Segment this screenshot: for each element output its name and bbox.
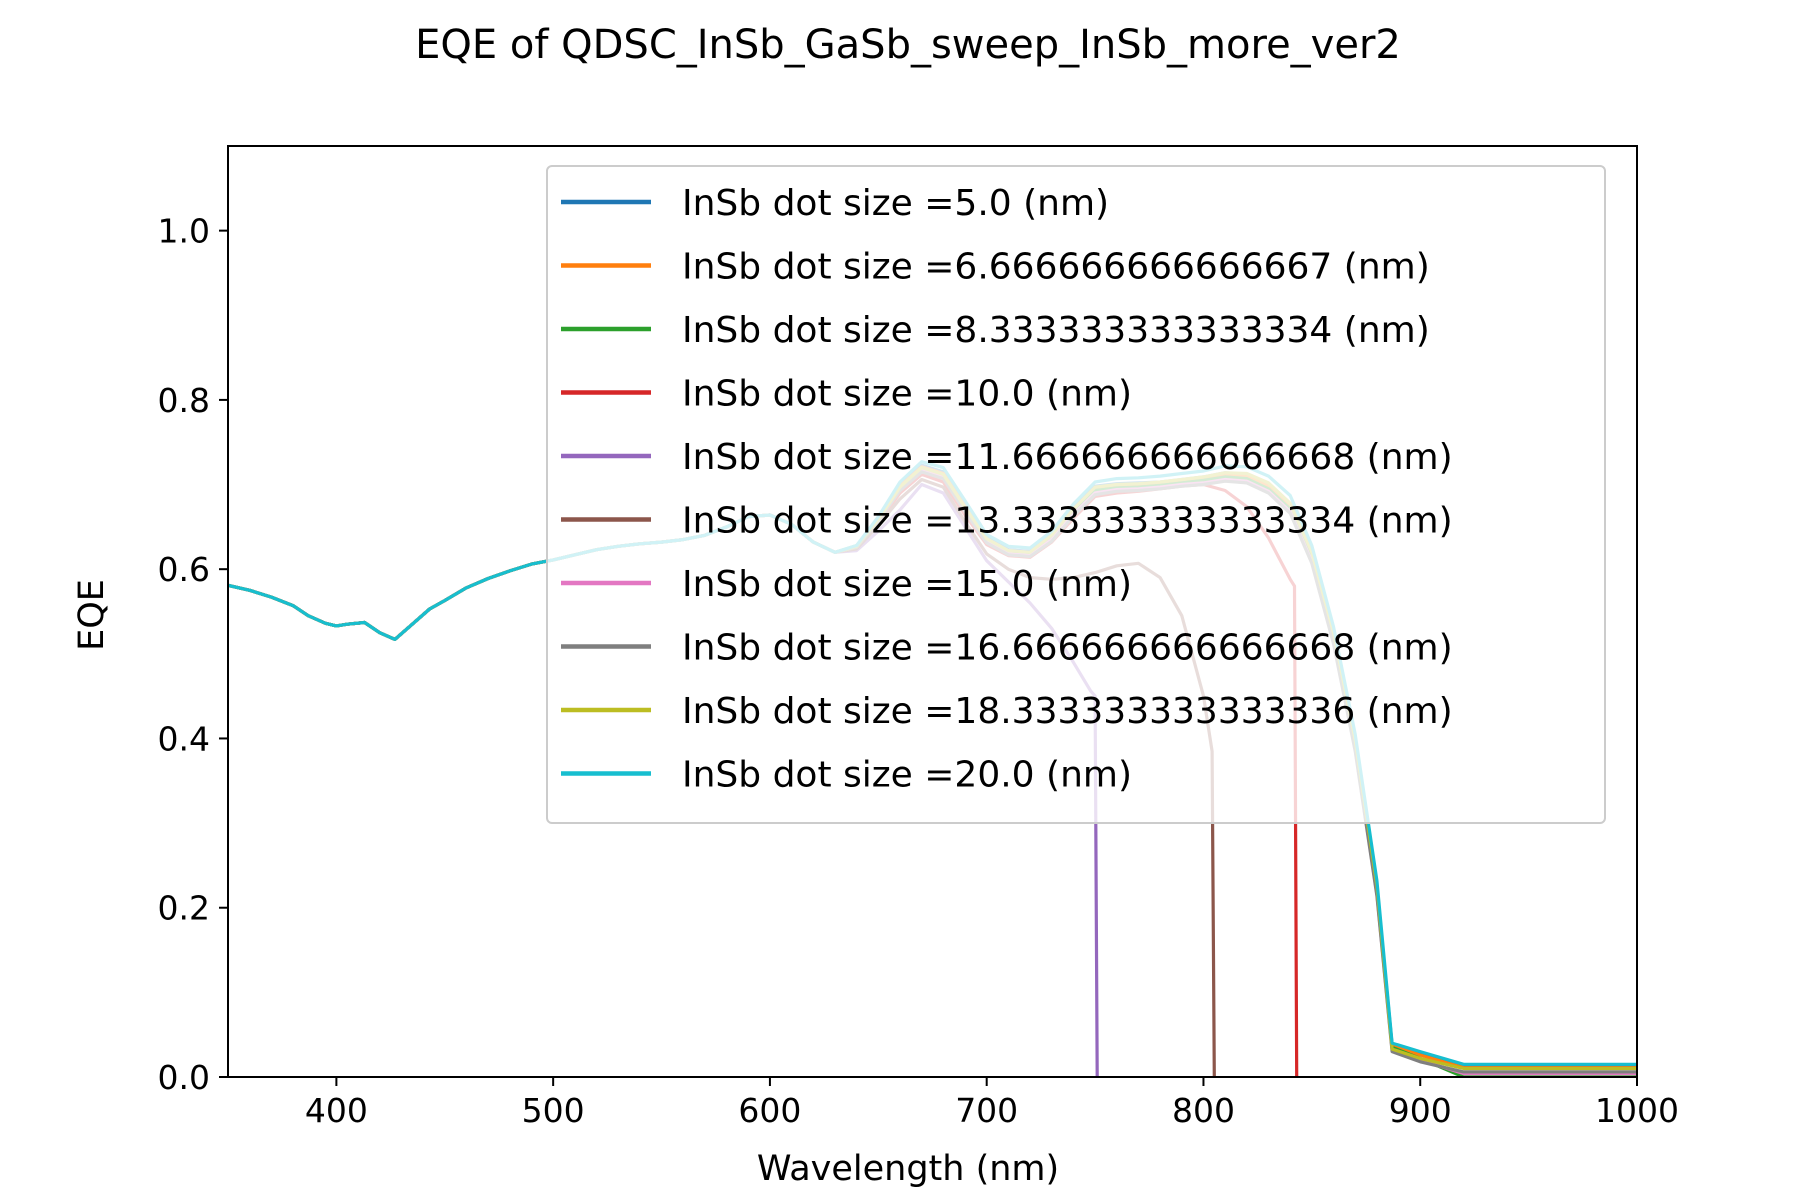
y-axis-ticks: 0.0 0.2 0.4 0.6 0.8 1.0 (158, 212, 228, 1097)
x-tick-label: 500 (522, 1091, 585, 1130)
legend-label: InSb dot size =6.666666666666667 (nm) (682, 247, 1430, 288)
y-tick-label: 0.2 (158, 889, 210, 928)
legend-label: InSb dot size =13.333333333333334 (nm) (682, 501, 1453, 542)
legend-label: InSb dot size =10.0 (nm) (682, 374, 1132, 415)
legend-label: InSb dot size =11.666666666666668 (nm) (682, 437, 1453, 478)
y-tick-label: 0.6 (158, 550, 210, 589)
legend-label: InSb dot size =8.333333333333334 (nm) (682, 310, 1430, 351)
x-tick-label: 800 (1172, 1091, 1235, 1130)
x-tick-label: 600 (738, 1091, 801, 1130)
legend-label: InSb dot size =15.0 (nm) (682, 564, 1132, 605)
legend-label: InSb dot size =20.0 (nm) (682, 755, 1132, 796)
legend-label: InSb dot size =18.333333333333336 (nm) (682, 691, 1453, 732)
x-tick-label: 900 (1389, 1091, 1452, 1130)
y-axis-label: EQE (72, 579, 112, 651)
y-tick-label: 1.0 (158, 212, 210, 251)
x-axis-label: Wavelength (nm) (757, 1149, 1059, 1189)
chart-title: EQE of QDSC_InSb_GaSb_sweep_InSb_more_ve… (415, 22, 1401, 68)
plot-frame (227, 145, 1638, 1078)
legend-box (546, 165, 1606, 824)
y-tick-label: 0.0 (158, 1058, 210, 1097)
x-axis-ticks: 400 500 600 700 800 900 1000 (305, 1077, 1679, 1130)
x-tick-label: 1000 (1595, 1091, 1679, 1130)
legend-label: InSb dot size =5.0 (nm) (682, 183, 1109, 224)
y-tick-label: 0.4 (158, 719, 210, 758)
x-tick-label: 400 (305, 1091, 368, 1130)
legend: InSb dot size =5.0 (nm) InSb dot size =6.… (546, 165, 1606, 824)
y-tick-label: 0.8 (158, 381, 210, 420)
legend-label: InSb dot size =16.666666666666668 (nm) (682, 628, 1453, 669)
x-tick-label: 700 (955, 1091, 1018, 1130)
